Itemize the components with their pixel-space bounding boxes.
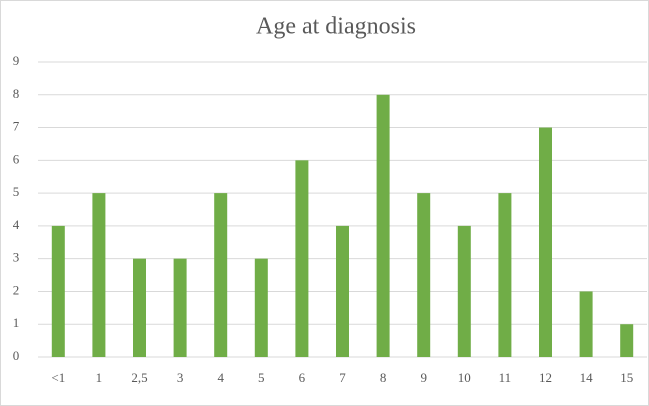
bar	[51, 225, 65, 357]
x-tick-label: 2,5	[131, 370, 147, 385]
bar	[376, 94, 390, 358]
x-tick-label: 9	[420, 370, 427, 385]
bar	[417, 193, 431, 357]
x-tick-label: 4	[217, 370, 224, 385]
y-tick-label: 9	[13, 53, 20, 68]
x-tick-label: <1	[51, 370, 65, 385]
bar	[214, 193, 228, 357]
bar	[133, 258, 146, 357]
x-tick-label: 15	[620, 370, 633, 385]
x-tick-label: 8	[380, 370, 387, 385]
bar	[254, 258, 268, 357]
y-tick-label: 6	[13, 151, 20, 166]
y-tick-label: 4	[13, 217, 20, 232]
bar	[579, 291, 593, 357]
y-tick-label: 0	[13, 348, 20, 363]
bar	[620, 324, 634, 357]
x-tick-label: 14	[580, 370, 594, 385]
y-tick-label: 5	[13, 184, 20, 199]
x-tick-label: 1	[96, 370, 103, 385]
x-tick-label: 11	[499, 370, 512, 385]
x-tick-label: 3	[177, 370, 184, 385]
x-tick-label: 7	[339, 370, 346, 385]
bar	[295, 160, 309, 357]
bar	[173, 258, 187, 357]
y-tick-label: 1	[13, 315, 20, 330]
x-tick-label: 6	[299, 370, 306, 385]
chart-title: Age at diagnosis	[256, 14, 416, 40]
bar	[336, 225, 349, 357]
bar	[498, 193, 512, 357]
bar	[92, 193, 106, 357]
x-tick-label: 10	[458, 370, 471, 385]
y-tick-label: 3	[13, 250, 20, 265]
y-tick-label: 7	[13, 119, 20, 134]
x-tick-label: 12	[539, 370, 552, 385]
bar	[539, 127, 552, 357]
x-tick-label: 5	[258, 370, 265, 385]
bar	[457, 225, 471, 357]
y-tick-label: 8	[13, 86, 20, 101]
y-tick-label: 2	[13, 282, 20, 297]
